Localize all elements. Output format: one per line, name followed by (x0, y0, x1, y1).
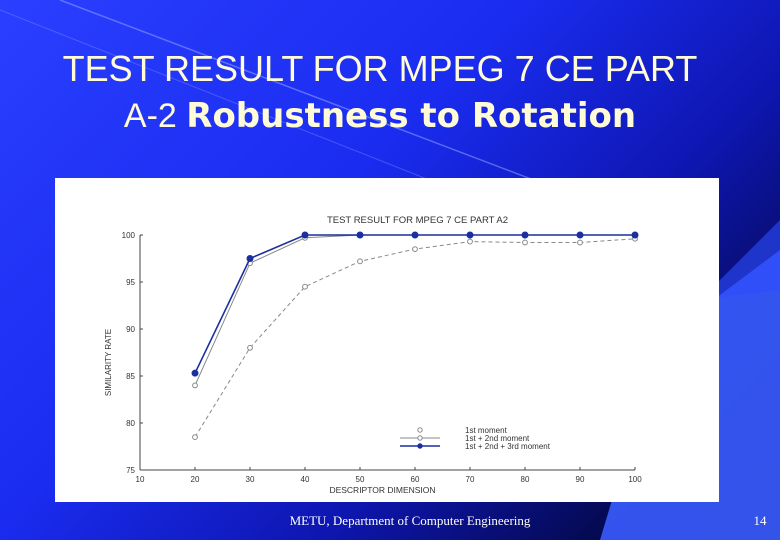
series-3-point (411, 231, 419, 239)
footer-text: METU, Department of Computer Engineering (289, 513, 531, 528)
chart-panel: TEST RESULT FOR MPEG 7 CE PART A2 10 20 30 4… (55, 178, 719, 502)
series-1-point (412, 246, 418, 252)
series-3-point (631, 231, 639, 239)
legend-marker-2 (417, 435, 423, 441)
x-tick-label: 30 (246, 475, 255, 484)
series-3-point (466, 231, 474, 239)
x-tick-label: 100 (628, 475, 642, 484)
series-3-point (246, 255, 254, 262)
series-3-point (301, 231, 309, 239)
y-tick-label: 80 (126, 419, 135, 428)
series-1-point (192, 434, 198, 441)
series-1-point (467, 238, 473, 245)
y-tick-label: 75 (126, 466, 135, 475)
x-tick-label: 80 (521, 475, 530, 484)
slide-title-line1: TEST RESULT FOR MPEG 7 CE PART (62, 48, 698, 89)
y-tick-label: 85 (126, 372, 135, 381)
legend-label-2: 1st + 2nd moment (465, 434, 530, 443)
legend-marker-1 (417, 427, 423, 433)
series-1-point (357, 258, 363, 265)
legend-marker-3 (417, 443, 423, 449)
series-1-point (302, 283, 308, 290)
x-axis-label: DESCRIPTOR DIMENSION (329, 485, 435, 495)
series-1-point (522, 239, 528, 246)
slide-title-bold: Robustness to Rotation (186, 96, 637, 136)
y-tick-label: 100 (122, 231, 136, 240)
legend-label-1: 1st moment (465, 426, 508, 435)
x-tick-label: 50 (356, 475, 365, 484)
series-line-2 (194, 234, 635, 386)
series-line-1 (194, 238, 636, 438)
chart-title: TEST RESULT FOR MPEG 7 CE PART A2 (327, 215, 508, 226)
series-line-3 (194, 234, 635, 374)
x-tick-label: 70 (466, 475, 475, 484)
slide-title-line2: A-2 Robustness to Rotation (0, 96, 760, 136)
x-tick-label: 20 (191, 475, 200, 484)
series-1-point (577, 239, 583, 246)
x-tick-label: 60 (411, 475, 420, 484)
y-tick-label: 95 (126, 278, 135, 287)
x-tick-label: 10 (136, 475, 145, 484)
series-1-point (247, 344, 253, 351)
series-3-point (521, 231, 529, 239)
slide-title-prefix: A-2 (123, 97, 187, 135)
x-tick-label: 40 (301, 475, 310, 484)
x-tick-label: 90 (576, 475, 585, 484)
legend-label-3: 1st + 2nd + 3rd moment (465, 442, 551, 451)
y-tick-label: 90 (126, 325, 135, 334)
line-chart: TEST RESULT FOR MPEG 7 CE PART A2 10 20 30 4… (104, 215, 642, 495)
page-number: 14 (753, 513, 767, 528)
series-3-point (576, 231, 584, 239)
series-3-point (191, 369, 199, 377)
y-axis-label: SIMILARITY RATE (104, 329, 113, 396)
series-3-point (356, 231, 364, 239)
series-2-point (192, 382, 198, 389)
